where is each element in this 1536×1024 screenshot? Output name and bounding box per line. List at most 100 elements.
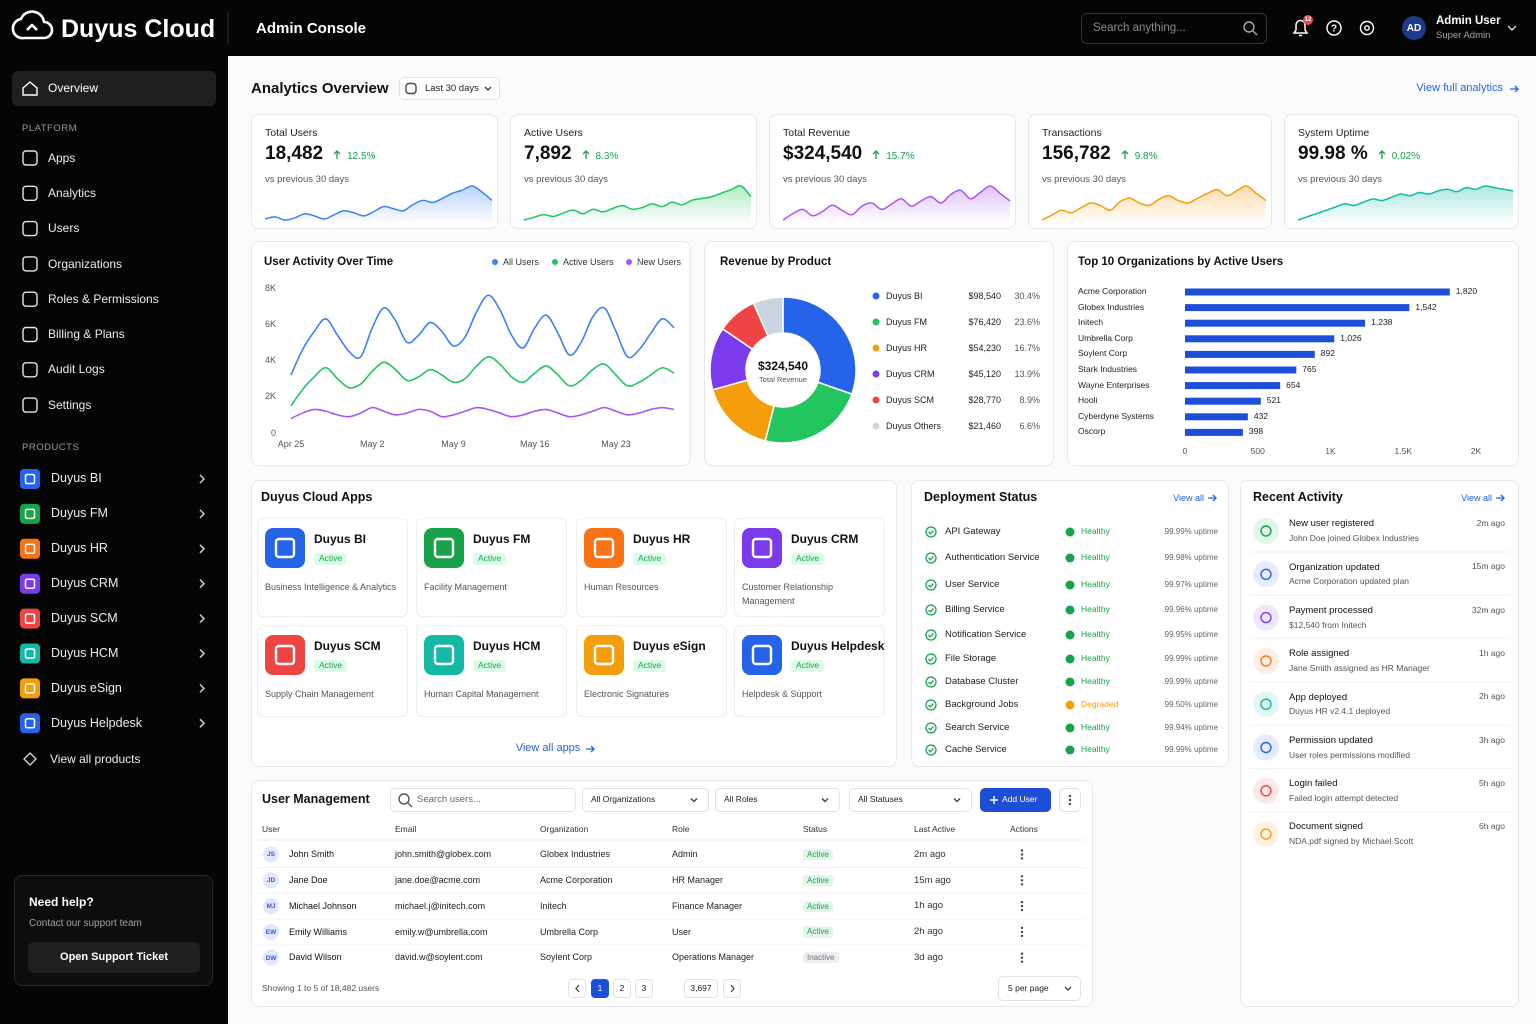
page-number[interactable]: 3: [641, 983, 647, 994]
service-status: Healthy: [1081, 722, 1110, 733]
support-button[interactable]: [28, 942, 200, 973]
nav-product[interactable]: Duyus FM: [51, 506, 108, 521]
nav-product[interactable]: Duyus Helpdesk: [51, 715, 143, 730]
link[interactable]: View all: [1461, 492, 1492, 503]
page-button[interactable]: [568, 979, 586, 998]
app-name[interactable]: Duyus HCM: [473, 638, 541, 653]
nav-item[interactable]: Settings: [48, 397, 92, 412]
add-user-label[interactable]: Add User: [1002, 794, 1038, 805]
filter-label[interactable]: All Organizations: [591, 794, 656, 805]
chart-card: [251, 241, 691, 466]
nav-item[interactable]: Apps: [48, 150, 76, 165]
column-header: Last Active: [914, 823, 956, 834]
filter-select[interactable]: [849, 788, 972, 812]
support-button-label[interactable]: Open Support Ticket: [60, 951, 168, 964]
user-organization: Acme Corporation: [540, 875, 613, 885]
app-name[interactable]: Duyus BI: [314, 531, 367, 546]
nav-product[interactable]: Duyus HR: [51, 541, 108, 556]
activity-text: Acme Corporation updated plan: [1289, 576, 1410, 587]
date-range[interactable]: Last 30 days: [425, 83, 479, 95]
up-arrow: [582, 150, 590, 159]
filter-select[interactable]: [715, 788, 840, 812]
search-placeholder: Search anything...: [1093, 22, 1186, 35]
link[interactable]: View all: [1173, 492, 1204, 503]
nav-item[interactable]: Analytics: [48, 185, 97, 200]
app-name[interactable]: Duyus HR: [633, 531, 691, 546]
nav-item[interactable]: Audit Logs: [48, 362, 105, 377]
more-button[interactable]: [1059, 788, 1081, 812]
app-description: Facility Management: [424, 582, 508, 592]
nav-item[interactable]: Overview: [48, 81, 99, 96]
page-number[interactable]: 1: [597, 983, 603, 994]
service-name: Notification Service: [945, 629, 1027, 641]
column-header: Status: [803, 823, 828, 834]
per-page-label[interactable]: 5 per page: [1008, 982, 1049, 993]
nav-product[interactable]: Duyus eSign: [51, 680, 122, 695]
nav-item[interactable]: Organizations: [48, 256, 123, 271]
service-name: User Service: [945, 579, 1000, 591]
filter-label[interactable]: All Roles: [724, 794, 758, 805]
section-title: Analytics Overview: [251, 80, 389, 97]
search-box[interactable]: [1081, 13, 1267, 44]
user-role: Finance Manager: [672, 900, 743, 911]
search-input[interactable]: [390, 788, 576, 812]
app-description: Supply Chain Management: [265, 689, 374, 699]
up-arrow: [1121, 150, 1129, 159]
page-number[interactable]: 3,697: [690, 983, 712, 994]
app-description: Business Intelligence & Analytics: [265, 582, 397, 592]
nav-item[interactable]: Users: [48, 221, 80, 236]
activity-time: 6h ago: [1479, 821, 1505, 832]
nav-item[interactable]: Billing & Plans: [48, 327, 125, 342]
x-tick-label: 1K: [1325, 446, 1336, 457]
nav-product[interactable]: Duyus BI: [51, 471, 102, 486]
console-title: Admin Console: [256, 19, 367, 37]
uptime: 99.97% uptime: [1164, 580, 1218, 590]
filter-select[interactable]: [582, 788, 709, 812]
link[interactable]: View full analytics: [1416, 82, 1503, 95]
page-button[interactable]: [723, 979, 741, 998]
bar-label: Acme Corporation: [1078, 286, 1147, 297]
y-tick-label: 6K: [264, 318, 276, 329]
nav-link[interactable]: View all products: [50, 751, 141, 766]
status-pill: Active: [803, 848, 833, 861]
kpi-value-row: $324,540 15.7%: [783, 143, 915, 165]
help-title: Need help?: [29, 894, 94, 909]
filter-label[interactable]: All Statuses: [858, 794, 903, 805]
link[interactable]: View all apps: [515, 742, 581, 755]
activity-title: App deployed: [1289, 691, 1348, 703]
app-name[interactable]: Duyus eSign: [633, 638, 706, 653]
activity-time: 2h ago: [1479, 691, 1505, 702]
value-label: 1,238: [1371, 317, 1393, 328]
section-title: PLATFORM: [22, 123, 78, 135]
legend-label: Duyus BI: [886, 290, 923, 301]
date-range-button[interactable]: [399, 77, 500, 100]
page-button[interactable]: [591, 979, 609, 998]
app-name[interactable]: Duyus CRM: [791, 531, 859, 546]
activity-title: Document signed: [1289, 821, 1363, 833]
notification-count: 12: [1304, 17, 1312, 24]
app-name[interactable]: Duyus FM: [473, 531, 531, 546]
page-button[interactable]: [684, 979, 718, 998]
status-pill: Active: [314, 553, 348, 565]
app-name[interactable]: Duyus Helpdesk: [791, 638, 885, 653]
donut-total: $324,540: [757, 358, 809, 373]
brand: Duyus Cloud: [61, 14, 216, 43]
app-name[interactable]: Duyus SCM: [314, 638, 381, 653]
nav-product[interactable]: Duyus HCM: [51, 645, 119, 660]
nav-product[interactable]: Duyus CRM: [51, 575, 119, 590]
activity-text: NDA.pdf signed by Michael Scott: [1289, 836, 1414, 847]
kpi-value-row: 7,892 8.3%: [524, 143, 618, 165]
user-organization: Initech: [540, 900, 567, 911]
last-active: 15m ago: [914, 874, 951, 886]
nav-item[interactable]: Roles & Permissions: [48, 291, 159, 306]
nav-product[interactable]: Duyus SCM: [51, 610, 118, 625]
user-initials: JD: [266, 877, 276, 885]
page-button[interactable]: [635, 979, 653, 998]
page-button[interactable]: [613, 979, 631, 998]
user-organization: Globex Industries: [540, 849, 611, 860]
user-initials: JS: [267, 851, 275, 859]
column-header: Role: [672, 823, 690, 834]
page-number[interactable]: 2: [619, 983, 625, 994]
nav-item-active[interactable]: [12, 71, 216, 106]
kpi-note: vs previous 30 days: [265, 174, 349, 186]
